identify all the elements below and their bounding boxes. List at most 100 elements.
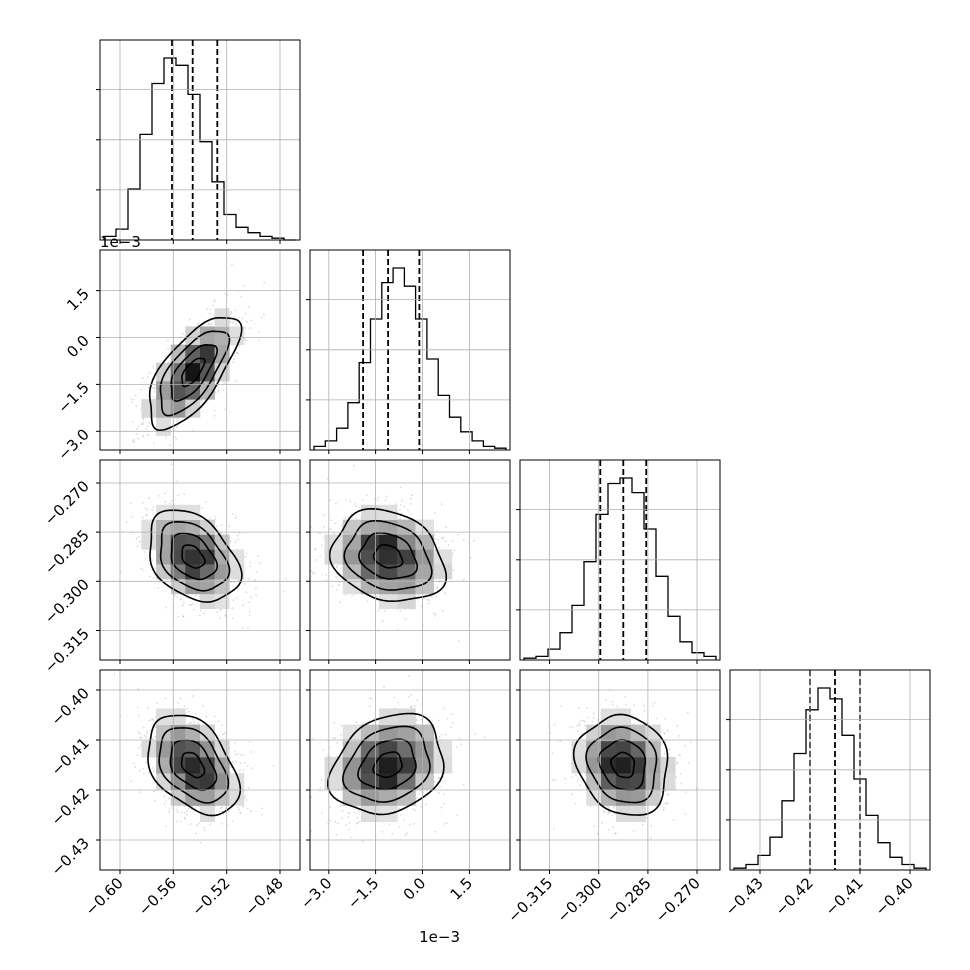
scatter-point — [407, 509, 409, 512]
scatter-point — [234, 309, 237, 312]
scatter-point — [157, 494, 160, 497]
scatter-point — [222, 733, 225, 736]
density-cell — [397, 579, 416, 595]
scatter-point — [663, 732, 666, 735]
scatter-point — [146, 425, 149, 428]
scatter-point — [182, 601, 185, 604]
scatter-point — [96, 442, 98, 444]
scatter-point — [322, 749, 325, 751]
scatter-point — [154, 567, 156, 570]
scatter-point — [236, 534, 239, 537]
scatter-point — [348, 821, 351, 824]
scatter-point — [429, 595, 432, 598]
scatter-point — [344, 517, 347, 519]
scatter-point — [243, 284, 245, 287]
scatter-point — [398, 826, 401, 829]
scatter-point — [457, 533, 460, 536]
scatter-point — [154, 799, 157, 802]
scatter-point — [223, 382, 226, 385]
scatter-point — [407, 695, 410, 698]
scatter-point — [340, 567, 343, 569]
scatter-point — [401, 499, 404, 502]
scatter-point — [214, 391, 217, 394]
scatter-point — [354, 503, 356, 505]
scatter-point — [232, 581, 235, 584]
scatter-point — [244, 312, 247, 315]
scatter-point — [195, 832, 198, 835]
scatter-point — [415, 718, 418, 721]
scatter-point — [212, 313, 215, 316]
scatter-point — [180, 811, 183, 814]
scatter-point — [146, 729, 149, 732]
scatter-point — [230, 310, 233, 313]
scatter-point — [336, 822, 339, 825]
scatter-point — [232, 599, 235, 602]
scatter-point — [440, 806, 443, 809]
scatter-point — [186, 707, 189, 710]
scatter-point — [334, 737, 337, 739]
scatter-point — [200, 609, 202, 612]
contour-line — [170, 532, 219, 581]
scatter-point — [564, 777, 567, 780]
scatter-point — [339, 805, 341, 808]
scatter-point — [414, 809, 416, 812]
scatter-point — [142, 455, 144, 457]
density-cell — [397, 724, 416, 742]
scatter-point — [285, 577, 287, 580]
density-cell — [360, 773, 380, 790]
scatter-point — [133, 762, 136, 765]
scatter-point — [138, 732, 141, 735]
density-cell — [200, 549, 215, 565]
density-cell — [156, 724, 172, 742]
scatter-point — [435, 530, 438, 532]
scatter-point — [214, 518, 217, 521]
scatter-point — [578, 722, 581, 725]
scatter-point — [337, 583, 340, 586]
scatter-point — [165, 825, 167, 828]
scatter-point — [179, 697, 182, 700]
scatter-point — [150, 718, 153, 721]
scatter-point — [145, 428, 148, 430]
density-cell — [342, 773, 362, 790]
density-cell — [156, 564, 172, 580]
scatter-point — [263, 281, 266, 284]
scatter-point — [176, 596, 179, 599]
scatter-point — [146, 376, 149, 378]
scatter-point — [357, 821, 360, 823]
scatter-point — [611, 814, 614, 817]
scatter-point — [152, 719, 155, 722]
scatter-point — [232, 513, 234, 515]
scatter-point — [244, 795, 247, 798]
scatter-point — [402, 505, 405, 508]
scatter-point — [325, 574, 328, 576]
density-cell — [360, 534, 380, 550]
contour-line — [372, 543, 404, 569]
scatter-point — [217, 720, 220, 723]
density-cell — [360, 724, 380, 742]
scatter-point — [220, 532, 222, 535]
scatter-point — [397, 807, 400, 809]
scatter-point — [137, 731, 140, 734]
scatter-point — [263, 313, 265, 316]
scatter-point — [393, 696, 396, 699]
scatter-point — [345, 498, 347, 501]
scatter-point — [247, 787, 250, 789]
scatter-point — [329, 527, 332, 530]
scatter-point — [394, 503, 397, 505]
scatter-point — [213, 300, 215, 303]
scatter-point — [354, 517, 357, 520]
scatter-point — [141, 377, 144, 380]
scatter-point — [457, 640, 460, 642]
scatter-point — [462, 539, 465, 541]
density-cell — [156, 399, 172, 418]
scatter-point — [431, 720, 433, 723]
scatter-point — [141, 423, 144, 426]
scatter-point — [261, 813, 263, 816]
scatter-point — [238, 579, 241, 582]
scatter-point — [199, 841, 202, 844]
scatter-point — [191, 603, 194, 606]
scatter-point — [414, 705, 416, 707]
scatter-point — [193, 608, 196, 611]
scatter-point — [240, 754, 242, 756]
scatter-point — [244, 338, 247, 340]
